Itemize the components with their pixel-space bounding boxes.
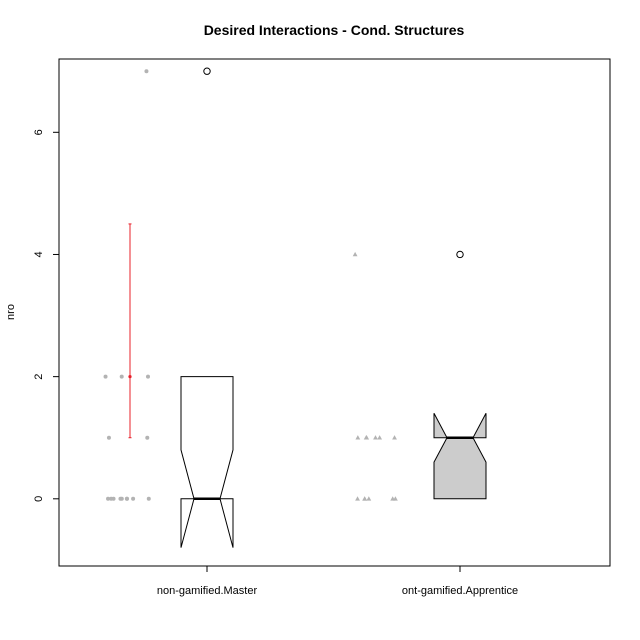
y-axis-label: nro (5, 304, 17, 320)
data-point (103, 374, 108, 379)
data-point (124, 496, 129, 501)
data-point (377, 435, 383, 440)
data-point (352, 251, 358, 257)
data-point (146, 496, 151, 501)
outlier-point (456, 250, 464, 259)
data-point (373, 435, 378, 440)
data-point (393, 496, 398, 501)
y-tick-label: 4 (33, 251, 45, 257)
x-tick-label: non-gamified.Master (157, 585, 258, 597)
data-point (362, 496, 368, 501)
group-1 (103, 67, 234, 548)
data-point (145, 374, 150, 379)
y-axis: 0 2 4 6 (33, 129, 59, 502)
outlier-point (203, 67, 211, 75)
x-tick-label: ont-gamified.Apprentice (402, 585, 518, 597)
y-tick-label: 6 (33, 129, 45, 135)
chart-title: Desired Interactions - Cond. Structures (204, 22, 465, 38)
data-point (355, 435, 361, 440)
data-point (355, 496, 360, 501)
plot-frame (58, 58, 611, 567)
data-point (106, 435, 111, 440)
data-point (366, 496, 372, 501)
data-point (145, 435, 150, 440)
group-2 (352, 250, 487, 501)
data-point (144, 69, 149, 74)
data-point (119, 374, 124, 379)
box (180, 376, 234, 548)
data-point (392, 435, 397, 440)
y-tick-label: 0 (33, 496, 45, 502)
chart-marks (103, 67, 487, 548)
data-point (119, 496, 124, 501)
mean-point (128, 375, 132, 379)
data-point (131, 496, 136, 501)
data-point (109, 496, 114, 501)
box (433, 413, 487, 500)
data-point (364, 435, 370, 440)
x-axis: non-gamified.Master ont-gamified.Apprenti… (157, 566, 518, 597)
y-tick-label: 2 (33, 374, 45, 380)
data-point (106, 496, 111, 501)
